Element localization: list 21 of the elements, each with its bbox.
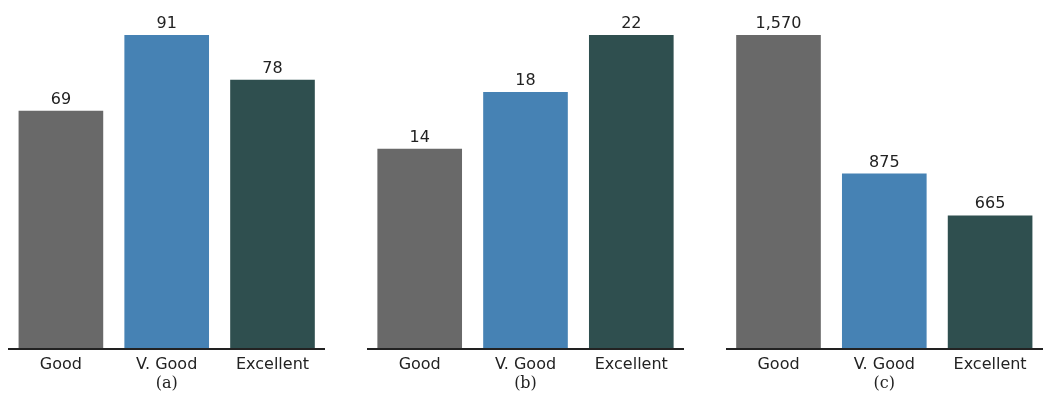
data-label: 22 <box>621 13 642 32</box>
data-label: 69 <box>50 88 72 108</box>
data-label: 78 <box>262 57 283 77</box>
data-label: 665 <box>974 193 1006 213</box>
x-tick-label: Excellent <box>953 353 1027 373</box>
x-tick-label: Good <box>757 353 800 373</box>
x-tick-label: Excellent <box>235 353 310 373</box>
x-tick-label: Excellent <box>594 353 668 373</box>
x-tick-label: V. Good <box>136 353 198 373</box>
x-tick-label: V. Good <box>494 353 557 373</box>
x-tick-label: Good <box>39 353 82 373</box>
data-label: 875 <box>869 151 900 171</box>
data-label: 1,570 <box>755 13 802 32</box>
x-tick-label: Good <box>398 353 441 373</box>
x-axis-title: (c) <box>873 372 896 392</box>
x-axis-title: (a) <box>155 372 178 392</box>
x-tick-label: V. Good <box>853 353 915 373</box>
data-label: 91 <box>156 13 177 32</box>
data-label: 14 <box>409 126 430 146</box>
data-label: 18 <box>515 69 536 89</box>
x-axis-title: (b) <box>514 372 537 392</box>
